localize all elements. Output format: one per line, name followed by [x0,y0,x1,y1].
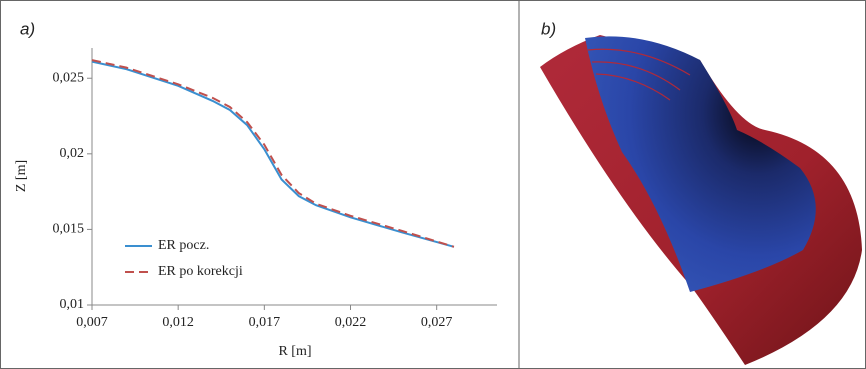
series-line [92,60,454,247]
y-tick-label: 0,01 [60,297,85,312]
series-line [92,62,454,247]
y-axis-label: Z [m] [14,160,29,192]
x-axis-label: R [m] [278,344,311,359]
figure: a) b) R [m] Z [m] 0,01 0,015 0,02 0,025 0,00… [0,0,866,369]
x-tick-label: 0,012 [162,315,194,330]
x-tick-label: 0,017 [249,315,281,330]
x-tick-label: 0,007 [76,315,108,330]
panel-label: b) [541,19,556,38]
legend-label: ER pocz. [158,238,209,253]
x-tick-label: 0,027 [421,315,453,330]
y-tick-label: 0,025 [53,70,85,85]
legend-label: ER po korekcji [158,264,243,279]
x-tick-label: 0,022 [335,315,367,330]
panel-label: a) [20,19,35,38]
y-tick-label: 0,015 [53,222,85,237]
y-tick-label: 0,02 [60,146,85,161]
render-3d [540,35,862,365]
